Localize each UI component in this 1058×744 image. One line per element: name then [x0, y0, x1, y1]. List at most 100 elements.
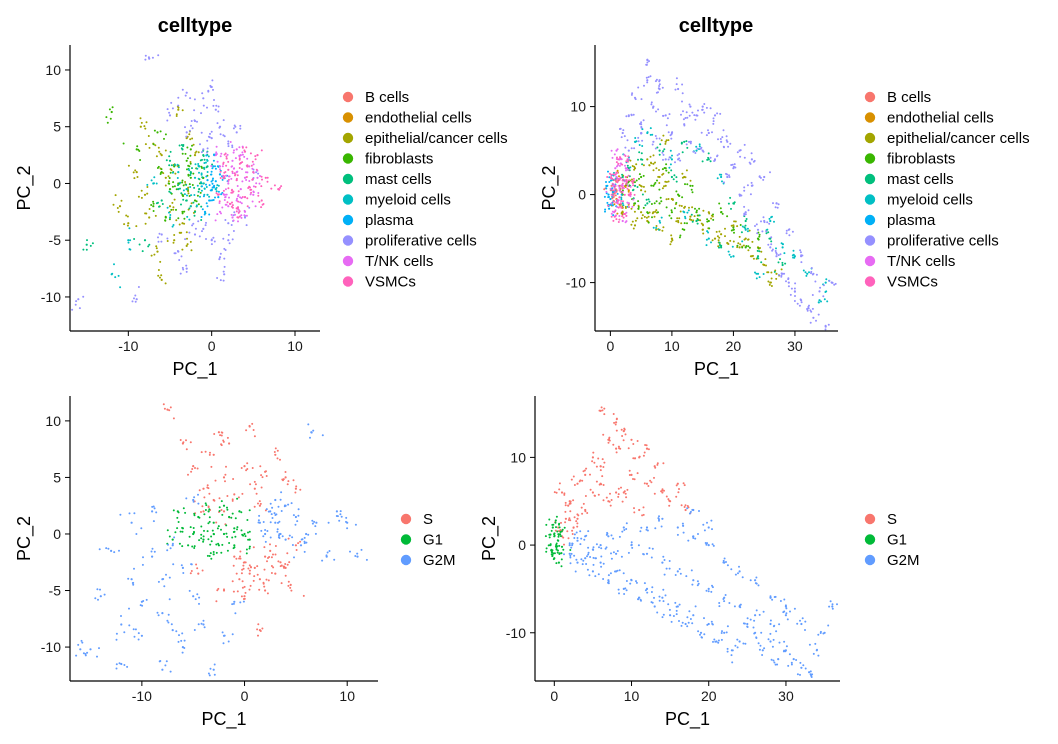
data-point: [160, 278, 163, 281]
data-point: [686, 616, 689, 619]
data-point: [189, 161, 192, 163]
data-point: [190, 202, 193, 205]
data-point: [640, 526, 643, 529]
data-point: [224, 480, 226, 483]
data-point: [768, 217, 771, 220]
data-point: [238, 158, 241, 161]
data-point: [613, 200, 616, 203]
data-point: [239, 127, 242, 130]
data-point: [86, 651, 89, 654]
data-point: [198, 596, 201, 599]
data-point: [144, 58, 147, 61]
point-layer: [544, 406, 838, 678]
data-point: [215, 186, 218, 189]
data-point: [749, 193, 752, 196]
data-point: [707, 156, 710, 159]
data-point: [219, 177, 222, 179]
data-point: [181, 530, 184, 533]
data-point: [165, 159, 168, 162]
data-point: [558, 482, 561, 485]
data-point: [629, 191, 632, 194]
data-point: [760, 220, 762, 223]
data-point: [182, 572, 185, 574]
data-point: [202, 619, 205, 622]
data-point: [239, 557, 242, 560]
data-point: [583, 469, 586, 472]
data-point: [242, 534, 245, 537]
data-point: [720, 140, 723, 143]
data-point: [185, 448, 188, 451]
data-point: [208, 453, 211, 456]
data-point: [648, 60, 650, 63]
data-point: [557, 535, 560, 538]
data-point: [628, 474, 631, 476]
data-point: [137, 195, 140, 198]
data-point: [656, 611, 659, 614]
data-point: [204, 211, 207, 214]
data-point: [251, 422, 254, 425]
data-point: [785, 232, 788, 235]
data-point: [720, 244, 723, 247]
data-point: [147, 135, 150, 137]
data-point: [210, 540, 213, 543]
data-point: [648, 547, 651, 550]
data-point: [264, 176, 267, 179]
data-point: [214, 180, 217, 183]
data-point: [189, 138, 192, 141]
data-point: [264, 589, 267, 592]
data-point: [305, 532, 308, 536]
data-point: [155, 511, 158, 514]
data-point: [189, 176, 192, 179]
data-point: [620, 196, 623, 199]
data-point: [223, 135, 226, 138]
data-point: [657, 108, 660, 111]
data-point: [620, 193, 623, 196]
data-point: [707, 131, 710, 135]
data-point: [748, 161, 751, 164]
data-point: [144, 127, 147, 130]
data-point: [645, 76, 648, 79]
data-point: [682, 524, 685, 527]
data-point: [609, 187, 612, 190]
data-point: [164, 219, 167, 222]
data-point: [203, 166, 206, 169]
data-point: [658, 519, 660, 522]
data-point: [234, 535, 237, 538]
data-point: [769, 622, 772, 626]
data-point: [696, 147, 699, 150]
data-point: [243, 532, 246, 536]
data-point: [609, 572, 612, 575]
data-point: [78, 307, 81, 310]
data-point: [741, 246, 744, 249]
data-point: [584, 495, 587, 497]
data-point: [128, 512, 131, 515]
data-point: [177, 184, 179, 187]
data-point: [192, 595, 195, 598]
data-point: [217, 587, 220, 590]
data-point: [193, 176, 197, 179]
data-point: [175, 208, 177, 211]
data-point: [198, 165, 201, 168]
data-point: [175, 630, 178, 633]
data-point: [227, 233, 230, 236]
data-point: [712, 544, 715, 547]
data-point: [176, 250, 179, 252]
data-point: [237, 211, 240, 214]
data-point: [632, 177, 635, 180]
data-point: [630, 438, 633, 441]
data-point: [698, 214, 701, 217]
data-point: [824, 291, 827, 293]
data-point: [120, 662, 123, 666]
data-point: [237, 194, 240, 196]
data-point: [276, 528, 279, 531]
y-tick-label: 5: [53, 469, 61, 485]
data-point: [220, 528, 222, 531]
data-point: [284, 538, 287, 541]
data-point: [177, 640, 180, 643]
data-point: [144, 143, 147, 146]
data-point: [678, 204, 681, 207]
data-point: [641, 139, 644, 142]
data-point: [294, 523, 297, 526]
data-point: [684, 183, 686, 186]
